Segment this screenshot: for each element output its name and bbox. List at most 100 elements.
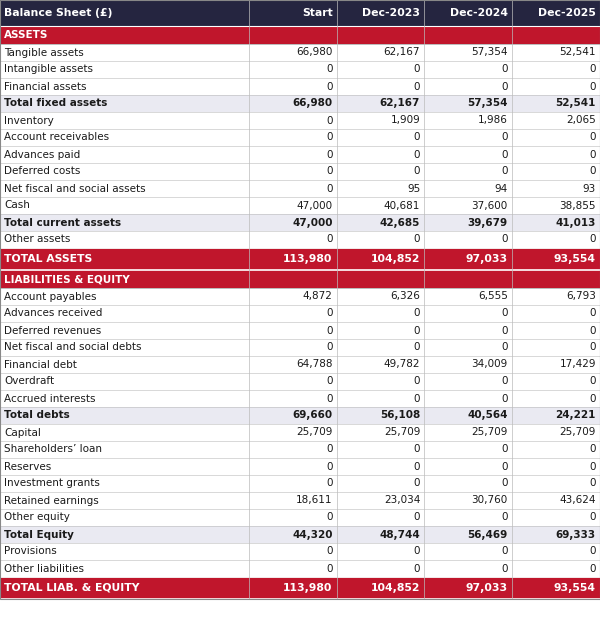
Text: 0: 0 [414, 326, 420, 336]
Text: 97,033: 97,033 [466, 583, 508, 593]
Bar [0, 390, 600, 407]
Text: 0: 0 [589, 546, 596, 556]
Text: Total current assets: Total current assets [4, 217, 121, 227]
Bar [0, 180, 600, 197]
Text: 0: 0 [589, 377, 596, 386]
Text: 0: 0 [502, 326, 508, 336]
Text: 0: 0 [414, 512, 420, 522]
Text: 93: 93 [583, 183, 596, 193]
Text: 0: 0 [326, 377, 332, 386]
Text: Start: Start [302, 8, 332, 18]
Text: 66,980: 66,980 [292, 98, 332, 108]
Text: 0: 0 [502, 166, 508, 176]
Text: TOTAL LIAB. & EQUITY: TOTAL LIAB. & EQUITY [4, 583, 139, 593]
Text: 0: 0 [414, 394, 420, 403]
Text: Accrued interests: Accrued interests [4, 394, 95, 403]
Text: Dec-2024: Dec-2024 [450, 8, 508, 18]
Text: 56,108: 56,108 [380, 411, 420, 420]
Text: 0: 0 [589, 309, 596, 319]
Bar [0, 305, 600, 322]
Text: Dec-2025: Dec-2025 [538, 8, 596, 18]
Text: Capital: Capital [4, 428, 41, 437]
Text: 4,872: 4,872 [303, 292, 332, 302]
Text: 95: 95 [407, 183, 420, 193]
Bar [0, 231, 600, 248]
Text: Dec-2023: Dec-2023 [362, 8, 420, 18]
Text: Cash: Cash [4, 200, 30, 210]
Text: Shareholders’ loan: Shareholders’ loan [4, 445, 102, 454]
Text: 0: 0 [326, 479, 332, 488]
Text: 57,354: 57,354 [472, 47, 508, 57]
Bar [0, 112, 600, 129]
Text: 52,541: 52,541 [556, 98, 596, 108]
Text: 49,782: 49,782 [384, 360, 420, 370]
Text: 0: 0 [326, 326, 332, 336]
Text: 30,760: 30,760 [472, 496, 508, 505]
Text: 37,600: 37,600 [472, 200, 508, 210]
Text: 93,554: 93,554 [554, 254, 596, 264]
Bar [0, 288, 600, 305]
Text: 18,611: 18,611 [296, 496, 332, 505]
Text: 0: 0 [326, 81, 332, 91]
Text: Other equity: Other equity [4, 512, 70, 522]
Text: 0: 0 [589, 445, 596, 454]
Bar [0, 339, 600, 356]
Text: 0: 0 [414, 81, 420, 91]
Text: 0: 0 [589, 64, 596, 74]
Text: 0: 0 [326, 462, 332, 471]
Text: 52,541: 52,541 [560, 47, 596, 57]
Text: Total fixed assets: Total fixed assets [4, 98, 107, 108]
Text: 39,679: 39,679 [467, 217, 508, 227]
Text: 0: 0 [502, 394, 508, 403]
Bar [0, 577, 600, 599]
Text: 40,681: 40,681 [384, 200, 420, 210]
Text: 0: 0 [326, 394, 332, 403]
Text: 44,320: 44,320 [292, 529, 332, 539]
Text: 0: 0 [589, 343, 596, 353]
Text: Deferred revenues: Deferred revenues [4, 326, 101, 336]
Text: Advances paid: Advances paid [4, 149, 80, 159]
Bar [0, 373, 600, 390]
Text: 40,564: 40,564 [467, 411, 508, 420]
Text: 0: 0 [589, 234, 596, 244]
Text: 0: 0 [326, 546, 332, 556]
Text: 0: 0 [326, 445, 332, 454]
Text: 0: 0 [414, 149, 420, 159]
Text: 47,000: 47,000 [292, 217, 332, 227]
Text: 0: 0 [326, 183, 332, 193]
Text: 0: 0 [326, 309, 332, 319]
Text: 0: 0 [502, 462, 508, 471]
Text: 0: 0 [414, 546, 420, 556]
Text: 97,033: 97,033 [466, 254, 508, 264]
Bar [0, 407, 600, 424]
Text: ASSETS: ASSETS [4, 30, 49, 40]
Text: 64,788: 64,788 [296, 360, 332, 370]
Bar [0, 197, 600, 214]
Text: 0: 0 [326, 343, 332, 353]
Text: Investment grants: Investment grants [4, 479, 100, 488]
Text: 0: 0 [414, 462, 420, 471]
Text: Account payables: Account payables [4, 292, 97, 302]
Text: 0: 0 [414, 445, 420, 454]
Text: 0: 0 [589, 166, 596, 176]
Text: 24,221: 24,221 [556, 411, 596, 420]
Text: 0: 0 [414, 166, 420, 176]
Text: Retained earnings: Retained earnings [4, 496, 99, 505]
Text: Other liabilities: Other liabilities [4, 563, 84, 573]
Text: 0: 0 [502, 445, 508, 454]
Text: 0: 0 [326, 512, 332, 522]
Bar [0, 509, 600, 526]
Text: 0: 0 [502, 512, 508, 522]
Text: Provisions: Provisions [4, 546, 57, 556]
Text: 25,709: 25,709 [384, 428, 420, 437]
Text: 0: 0 [326, 149, 332, 159]
Text: Reserves: Reserves [4, 462, 51, 471]
Text: 69,660: 69,660 [292, 411, 332, 420]
Text: 0: 0 [326, 234, 332, 244]
Bar [0, 543, 600, 560]
Text: Deferred costs: Deferred costs [4, 166, 80, 176]
Text: 0: 0 [589, 462, 596, 471]
Text: 57,354: 57,354 [467, 98, 508, 108]
Text: 25,709: 25,709 [560, 428, 596, 437]
Text: Inventory: Inventory [4, 115, 54, 125]
